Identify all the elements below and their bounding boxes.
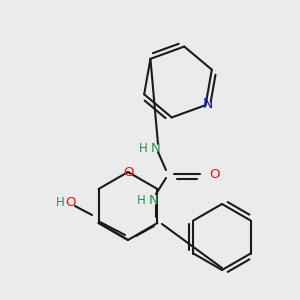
- Text: N: N: [151, 142, 161, 154]
- Text: N: N: [202, 97, 213, 111]
- Text: H: H: [136, 194, 146, 206]
- Text: H: H: [56, 196, 64, 208]
- Text: O: O: [66, 196, 76, 208]
- Text: H: H: [139, 142, 147, 154]
- Text: O: O: [210, 167, 220, 181]
- Text: N: N: [149, 194, 159, 206]
- Text: O: O: [123, 167, 133, 179]
